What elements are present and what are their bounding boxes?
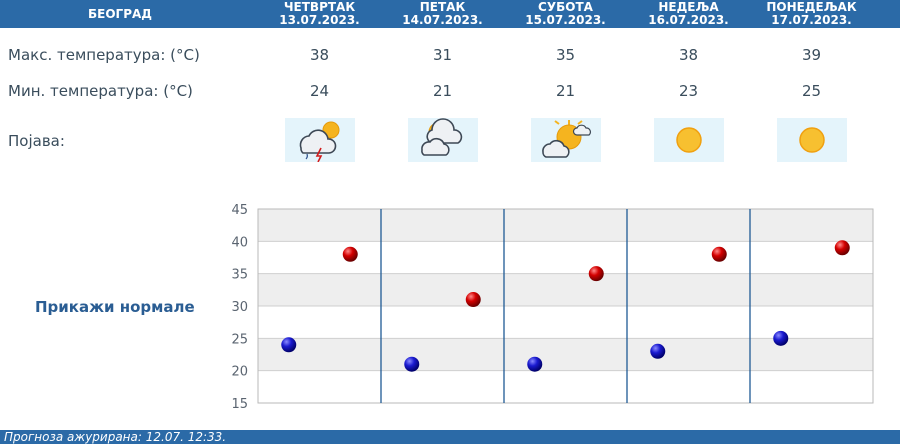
y-tick-label: 30 (231, 300, 248, 315)
day-date: 16.07.2023. (648, 13, 729, 27)
min-temp-value: 25 (801, 82, 822, 100)
forecast-updated-footer: Прогноза ажурирана: 12.07. 12:33. (0, 430, 900, 444)
day-name: СУБОТА (538, 0, 593, 14)
min-temp-label: Мин. температура: (°C) (8, 82, 193, 100)
min-temp-point (527, 356, 543, 372)
forecast-header: БЕОГРАД ЧЕТВРТАК 13.07.2023. ПЕТАК 14.07… (0, 0, 900, 28)
day-date: 14.07.2023. (402, 13, 483, 27)
day-name: ЧЕТВРТАК (283, 0, 356, 14)
day-header-2: ПЕТАК 14.07.2023. (381, 0, 504, 29)
thunderstorm-sun-icon (285, 118, 355, 163)
city-name: БЕОГРАД (88, 7, 152, 21)
max-temp-point (342, 246, 358, 262)
y-tick-label: 25 (231, 332, 248, 347)
day-date: 13.07.2023. (279, 13, 360, 27)
y-tick-label: 35 (231, 268, 248, 283)
sun-behind-cloud-icon (531, 118, 601, 162)
chart-frame (257, 208, 874, 404)
max-temp-value: 31 (432, 46, 453, 64)
show-normals-button[interactable]: Прикажи нормале (35, 298, 195, 316)
max-temp-point (711, 246, 727, 262)
day-name: НЕДЕЉА (658, 0, 719, 14)
max-temp-label: Макс. температура: (°C) (8, 46, 200, 64)
min-temp-value: 21 (555, 82, 576, 100)
min-temp-value: 24 (309, 82, 330, 100)
chart-band (258, 338, 873, 371)
max-temp-value: 38 (678, 46, 699, 64)
y-tick-label: 15 (231, 397, 248, 412)
day-header-3: СУБОТА 15.07.2023. (504, 0, 627, 29)
day-name: ПЕТАК (419, 0, 466, 14)
y-tick-label: 40 (231, 235, 248, 250)
max-temp-value: 35 (555, 46, 576, 64)
partly-cloudy-icon (408, 118, 478, 162)
chart-band (258, 209, 873, 242)
min-temp-point (281, 337, 297, 353)
sunny-icon (777, 118, 847, 162)
min-temp-point (773, 330, 789, 346)
max-temp-point (834, 240, 850, 256)
day-date: 15.07.2023. (525, 13, 606, 27)
min-temp-value: 23 (678, 82, 699, 100)
min-temp-point (650, 343, 666, 359)
sunny-icon (654, 118, 724, 162)
day-date: 17.07.2023. (771, 13, 852, 27)
min-temp-value: 21 (432, 82, 453, 100)
max-temp-value: 39 (801, 46, 822, 64)
max-temp-point (588, 266, 604, 282)
phenomenon-label: Појава: (8, 132, 65, 150)
max-temp-point (465, 292, 481, 308)
y-tick-label: 20 (231, 365, 248, 380)
min-temp-point (404, 356, 420, 372)
day-header-1: ЧЕТВРТАК 13.07.2023. (258, 0, 381, 29)
chart-band (258, 273, 873, 306)
day-header-4: НЕДЕЉА 16.07.2023. (627, 0, 750, 29)
max-temp-value: 38 (309, 46, 330, 64)
day-header-5: ПОНЕДЕЉАК 17.07.2023. (750, 0, 873, 29)
y-tick-label: 45 (231, 203, 248, 218)
day-name: ПОНЕДЕЉАК (766, 0, 857, 14)
